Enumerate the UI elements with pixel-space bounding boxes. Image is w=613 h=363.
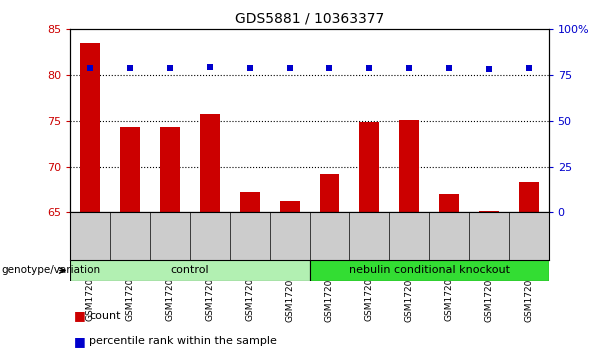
Point [484, 66, 494, 72]
Point [166, 65, 175, 70]
Bar [200, 114, 220, 212]
Bar [479, 211, 499, 212]
Bar [70, 260, 310, 281]
Point [364, 65, 374, 71]
Point [284, 66, 294, 72]
Bar [120, 127, 140, 212]
Text: ■: ■ [74, 309, 85, 322]
Bar [519, 182, 539, 212]
Bar [280, 201, 300, 212]
Bar [399, 120, 419, 212]
Bar [160, 127, 180, 212]
Point [524, 65, 533, 71]
Point [86, 65, 96, 70]
Point [405, 65, 414, 70]
Point [325, 65, 335, 71]
Text: nebulin conditional knockout: nebulin conditional knockout [349, 265, 509, 276]
Text: count: count [89, 311, 120, 321]
Point [245, 66, 255, 72]
Bar [80, 43, 101, 212]
Bar [359, 122, 379, 212]
Point [444, 66, 454, 72]
Point [125, 65, 135, 70]
Point [205, 64, 215, 70]
Title: GDS5881 / 10363377: GDS5881 / 10363377 [235, 11, 384, 25]
Bar [439, 194, 459, 212]
Bar [240, 192, 260, 212]
Text: control: control [170, 265, 210, 276]
Text: percentile rank within the sample: percentile rank within the sample [89, 336, 276, 346]
Bar [310, 260, 549, 281]
Text: genotype/variation: genotype/variation [1, 265, 101, 276]
Bar [319, 174, 340, 212]
Text: ■: ■ [74, 335, 85, 348]
